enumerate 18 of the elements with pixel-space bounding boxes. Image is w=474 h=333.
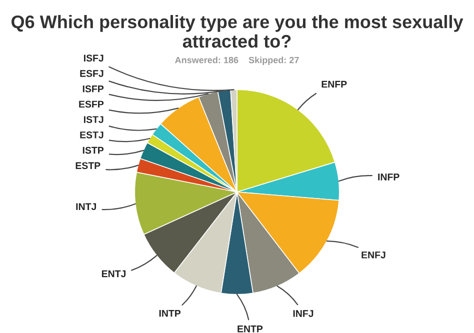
slice-label: INFP — [378, 174, 400, 180]
slice-label: ENFP — [322, 80, 347, 88]
slice-label: ESTP — [76, 162, 100, 170]
slice-label: ESTJ — [80, 131, 104, 138]
slice-label: INFJ — [293, 310, 314, 317]
slice-label: ENTP — [238, 326, 263, 332]
slice-label: ISFJ — [84, 54, 104, 62]
slice-label: ISFP — [82, 85, 104, 92]
slice-label: ESFP — [79, 100, 104, 108]
slice-label: ENTJ — [102, 270, 126, 278]
slice-label: ESFJ — [80, 70, 104, 77]
slice-label: ISTJ — [84, 116, 104, 123]
slice-label: INTP — [159, 310, 181, 317]
slice-label: ENFJ — [362, 252, 386, 258]
chart-subtitle: Answered: 186 Skipped: 27 — [175, 56, 299, 66]
chart-title: Q6 Which personality type are you the most sexually attracted to? — [11, 14, 464, 48]
slice-label: INTJ — [76, 203, 96, 210]
slice-label: ISTP — [82, 146, 104, 154]
